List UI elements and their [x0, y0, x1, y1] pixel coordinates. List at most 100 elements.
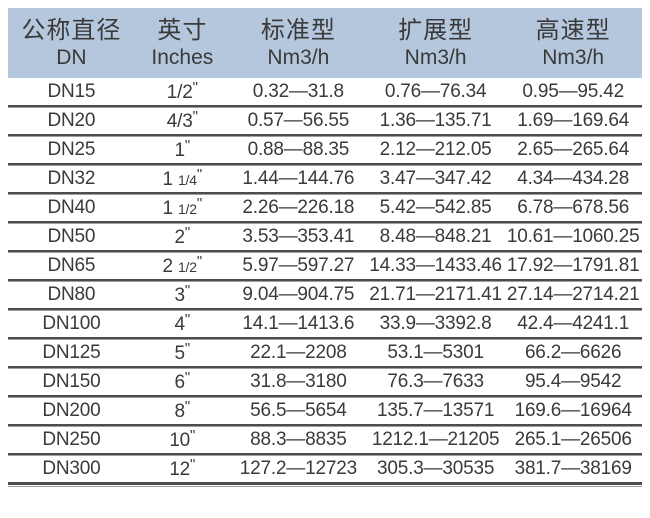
cell-extended: 14.33—1433.46 — [369, 254, 502, 276]
cell-dn: DN300 — [42, 457, 101, 479]
header-inches-cn: 英寸 — [157, 16, 208, 44]
table-row: DN25 1" 0.88—88.35 2.12—212.05 2.65—265.64 — [8, 136, 642, 165]
cell-inch: 2 1/2" — [162, 253, 203, 277]
cell-dn: DN15 — [47, 80, 96, 102]
cell-standard: 14.1—1413.6 — [242, 312, 355, 334]
cell-high-speed: 2.65—265.64 — [517, 138, 630, 160]
cell-high-speed: 1.69—169.64 — [517, 109, 630, 131]
table-row: DN150 6" 31.8—3180 76.3—7633 95.4—9542 — [8, 368, 642, 397]
cell-inch: 10" — [169, 427, 196, 451]
cell-dn: DN32 — [47, 167, 96, 189]
cell-standard: 56.5—5654 — [250, 399, 347, 421]
cell-extended: 1212.1—21205 — [371, 428, 500, 450]
cell-dn: DN250 — [42, 428, 101, 450]
cell-dn: DN25 — [47, 138, 96, 160]
cell-standard: 127.2—12723 — [239, 457, 357, 479]
cell-high-speed: 0.95—95.42 — [522, 80, 624, 102]
cell-extended: 5.42—542.85 — [379, 196, 492, 218]
cell-standard: 0.57—56.55 — [247, 109, 350, 131]
table-row: DN80 3" 9.04—904.75 21.71—2171.41 27.14—2714… — [8, 281, 642, 310]
inch-mark: " — [184, 137, 191, 154]
table-row: DN250 10" 88.3—8835 1212.1—21205 265.1—26506 — [8, 426, 642, 455]
header-standard-en: Nm3/h — [267, 45, 330, 69]
header-extended-cn: 扩展型 — [398, 16, 474, 44]
header-dn-en: DN — [56, 45, 87, 69]
cell-standard: 5.97—597.27 — [242, 254, 355, 276]
cell-inch: 1 1/2" — [162, 195, 203, 219]
cell-extended: 135.7—13571 — [377, 399, 495, 421]
cell-standard: 1.44—144.76 — [242, 167, 355, 189]
inch-mark: " — [190, 456, 196, 473]
table-row: DN300 12" 127.2—12723 305.3—30535 381.7—3816… — [8, 455, 642, 485]
inch-mark: " — [184, 398, 191, 415]
header-cell-standard: 标准型 Nm3/h — [230, 16, 367, 70]
table-row: DN20 4/3" 0.57—56.55 1.36—135.71 1.69—169.64 — [8, 107, 642, 136]
inch-mark: " — [184, 224, 191, 241]
cell-inch: 1" — [174, 137, 191, 161]
cell-inch: 12" — [169, 456, 196, 480]
cell-standard: 9.04—904.75 — [242, 283, 355, 305]
cell-standard: 3.53—353.41 — [242, 225, 355, 247]
table-row: DN50 2" 3.53—353.41 8.48—848.21 10.61—1060.2… — [8, 223, 642, 252]
header-extended-en: Nm3/h — [404, 45, 467, 69]
inch-mark: " — [196, 253, 203, 270]
header-dn-cn: 公称直径 — [21, 16, 122, 44]
header-cell-high-speed: 高速型 Nm3/h — [504, 16, 642, 70]
cell-inch: 8" — [174, 398, 191, 422]
cell-inch: 5" — [174, 340, 191, 364]
header-high-speed-cn: 高速型 — [535, 16, 611, 44]
cell-dn: DN20 — [47, 109, 96, 131]
cell-dn: DN80 — [47, 283, 96, 305]
cell-standard: 31.8—3180 — [250, 370, 347, 392]
header-inches-en: Inches — [151, 45, 214, 69]
cell-inch: 1 1/4" — [162, 166, 203, 190]
table-body: DN15 1/2" 0.32—31.8 0.76—76.34 0.95—95.42 DN2… — [8, 78, 642, 485]
cell-inch: 4" — [174, 311, 191, 335]
cell-high-speed: 95.4—9542 — [524, 370, 622, 392]
table-row: DN200 8" 56.5—5654 135.7—13571 169.6—16964 — [8, 397, 642, 426]
cell-dn: DN65 — [47, 254, 96, 276]
cell-dn: DN100 — [42, 312, 101, 334]
inch-mark: " — [184, 340, 191, 357]
cell-dn: DN125 — [42, 341, 101, 363]
cell-dn: DN50 — [47, 225, 96, 247]
cell-standard: 0.88—88.35 — [247, 138, 350, 160]
inch-mark: " — [184, 282, 191, 299]
cell-high-speed: 66.2—6626 — [524, 341, 622, 363]
flow-range-table: 公称直径 DN 英寸 Inches 标准型 Nm3/h 扩展型 Nm3/h 高速… — [8, 8, 642, 485]
table-row: DN40 1 1/2" 2.26—226.18 5.42—542.85 6.78—678… — [8, 194, 642, 223]
cell-dn: DN200 — [42, 399, 101, 421]
cell-extended: 76.3—7633 — [387, 370, 484, 392]
table-header-row: 公称直径 DN 英寸 Inches 标准型 Nm3/h 扩展型 Nm3/h 高速… — [8, 8, 642, 78]
inch-mark: " — [196, 195, 203, 212]
cell-dn: DN150 — [42, 370, 101, 392]
cell-extended: 8.48—848.21 — [379, 225, 492, 247]
cell-high-speed: 265.1—26506 — [514, 428, 632, 450]
cell-inch: 3" — [174, 282, 191, 306]
header-standard-cn: 标准型 — [260, 16, 336, 44]
cell-high-speed: 169.6—16964 — [514, 399, 632, 421]
cell-inch: 6" — [174, 369, 191, 393]
cell-extended: 21.71—2171.41 — [369, 283, 502, 305]
header-cell-dn: 公称直径 DN — [8, 16, 135, 70]
cell-inch: 2" — [174, 224, 191, 248]
inch-mark: " — [192, 108, 198, 125]
inch-mark: " — [190, 427, 196, 444]
cell-standard: 88.3—8835 — [250, 428, 347, 450]
table-row: DN32 1 1/4" 1.44—144.76 3.47—347.42 4.34—434… — [8, 165, 642, 194]
table-row: DN15 1/2" 0.32—31.8 0.76—76.34 0.95—95.42 — [8, 78, 642, 107]
cell-inch: 4/3" — [166, 108, 198, 132]
cell-standard: 0.32—31.8 — [252, 80, 344, 102]
cell-standard: 22.1—2208 — [250, 341, 347, 363]
cell-high-speed: 10.61—1060.25 — [506, 225, 640, 247]
table-row: DN125 5" 22.1—2208 53.1—5301 66.2—6626 — [8, 339, 642, 368]
header-high-speed-en: Nm3/h — [542, 45, 605, 69]
inch-mark: " — [192, 79, 198, 96]
cell-high-speed: 381.7—38169 — [514, 457, 632, 479]
header-cell-inches: 英寸 Inches — [135, 16, 230, 70]
cell-extended: 33.9—3392.8 — [379, 312, 492, 334]
cell-high-speed: 42.4—4241.1 — [517, 312, 630, 334]
cell-high-speed: 17.92—1791.81 — [506, 254, 640, 276]
cell-high-speed: 6.78—678.56 — [517, 196, 630, 218]
cell-extended: 53.1—5301 — [387, 341, 484, 363]
